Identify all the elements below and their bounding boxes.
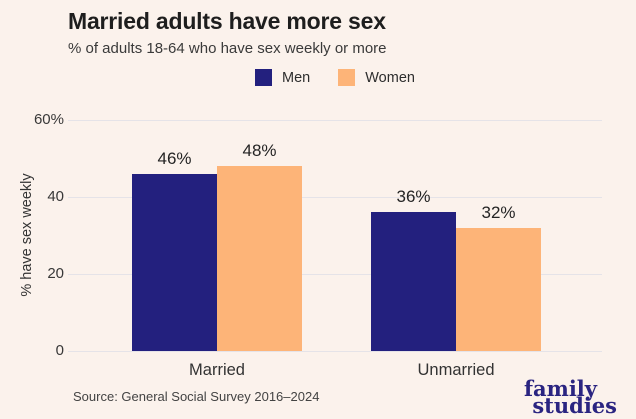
legend-item-women: Women: [338, 69, 415, 86]
legend-label: Men: [282, 69, 311, 86]
category-label-unmarried: Unmarried: [417, 361, 495, 379]
y-tick-label-40: 40: [47, 188, 64, 205]
gridline-20: [68, 273, 602, 275]
chart-subtitle: % of adults 18-64 who have sex weekly or…: [68, 40, 387, 57]
bar-men-married: [132, 174, 217, 351]
source-note: Source: General Social Survey 2016–2024: [73, 389, 320, 404]
legend-label: Women: [365, 69, 415, 86]
brand-logo-line2: studies: [532, 392, 617, 418]
bar-value-women-married: 48%: [242, 141, 277, 160]
category-label-married: Married: [189, 361, 245, 379]
y-tick-label-60: 60%: [33, 111, 64, 128]
bar-value-women-unmarried: 32%: [481, 203, 516, 222]
brand-logo-line1: family: [523, 376, 597, 402]
y-tick-label-20: 20: [47, 265, 64, 282]
legend-item-men: Men: [255, 69, 310, 86]
bar-value-men-unmarried: 36%: [396, 187, 431, 206]
bar-women-married: [217, 166, 302, 351]
gridline-0: [68, 350, 602, 352]
gridline-60: [68, 119, 602, 121]
legend-swatch-men: [255, 69, 273, 86]
y-axis-label: % have sex weekly: [19, 173, 35, 297]
chart-title: Married adults have more sex: [68, 8, 386, 34]
legend-swatch-women: [338, 69, 356, 86]
bar-value-men-married: 46%: [157, 149, 192, 168]
gridline-40: [68, 196, 602, 198]
brand-logo: family studies: [523, 376, 617, 418]
y-tick-label-0: 0: [55, 342, 64, 359]
legend: Men Women: [17, 69, 636, 86]
bar-women-unmarried: [456, 228, 541, 351]
bar-men-unmarried: [371, 212, 456, 351]
